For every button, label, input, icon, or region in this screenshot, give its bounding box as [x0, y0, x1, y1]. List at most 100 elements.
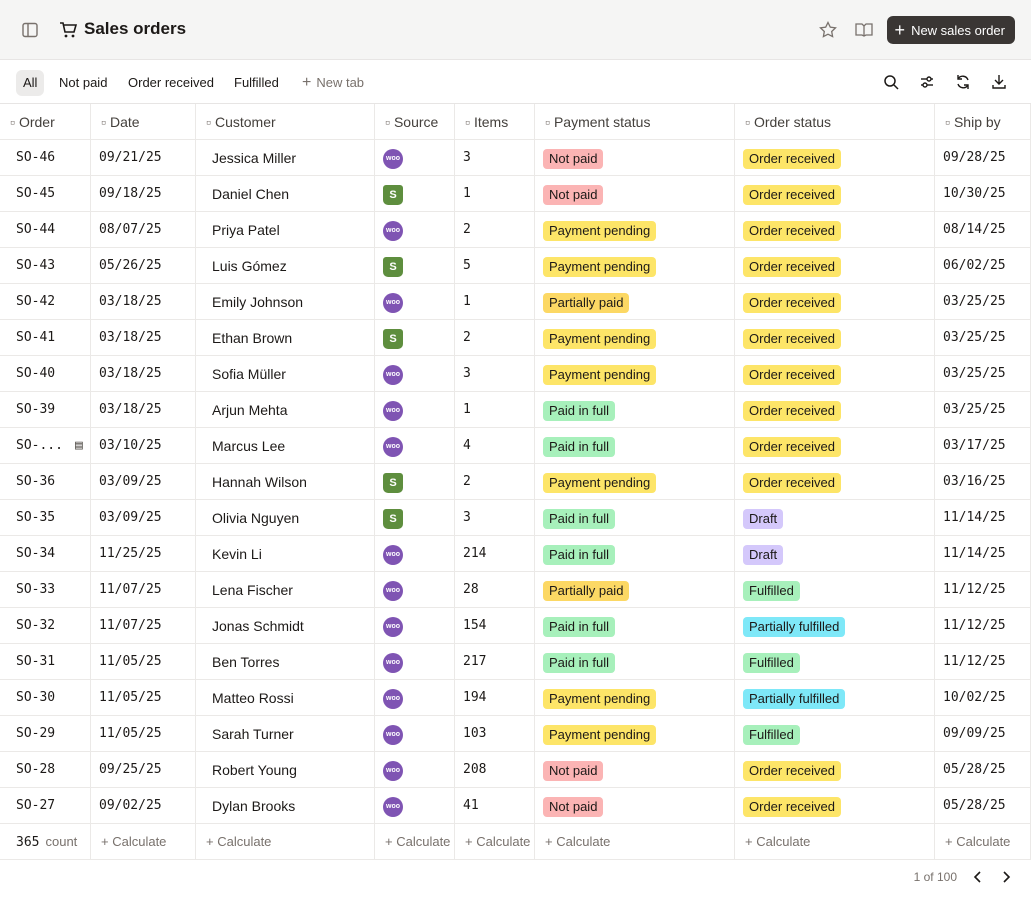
- table-cell: Marcus Lee: [196, 428, 375, 464]
- filter-button[interactable]: [919, 74, 935, 90]
- favorite-button[interactable]: [819, 21, 837, 39]
- table-cell: SO-27: [0, 788, 91, 824]
- column-header[interactable]: ▫ Ship by: [935, 104, 1031, 140]
- status-badge: Payment pending: [543, 329, 657, 350]
- table-cell: woo: [375, 140, 455, 176]
- table-cell: Not paid: [535, 752, 735, 788]
- sidebar-toggle[interactable]: [22, 22, 38, 38]
- column-header[interactable]: ▫ Payment status: [535, 104, 735, 140]
- calculate-label: Calculate: [217, 834, 272, 849]
- tab[interactable]: Not paid: [52, 70, 114, 96]
- status-badge: Order received: [743, 257, 841, 278]
- plus-icon: +: [745, 834, 757, 849]
- footer-cell[interactable]: + Calculate: [455, 824, 535, 860]
- cell-text: SO-27: [16, 798, 56, 813]
- cell-text: SO-46: [16, 150, 56, 165]
- cell-text: 3: [463, 510, 471, 525]
- status-badge: Not paid: [543, 149, 604, 170]
- table-cell: S: [375, 176, 455, 212]
- plus-icon: +: [385, 834, 397, 849]
- table-cell: Payment pending: [535, 248, 735, 284]
- footer-cell[interactable]: 365 count: [0, 824, 91, 860]
- plus-icon: +: [206, 834, 218, 849]
- tab[interactable]: + New tab: [295, 70, 371, 96]
- new-order-button[interactable]: + New sales order: [886, 16, 1015, 44]
- calculate-label: Calculate: [476, 834, 531, 849]
- column-header[interactable]: ▫ Order status: [735, 104, 935, 140]
- table-cell: 03/17/25: [935, 428, 1031, 464]
- table-cell: Payment pending: [535, 716, 735, 752]
- cell-text: 06/02/25: [943, 258, 1006, 273]
- cell-text: SO-39: [16, 402, 56, 417]
- table-cell: Order received: [735, 320, 935, 356]
- next-page[interactable]: [999, 870, 1013, 884]
- footer-cell[interactable]: + Calculate: [535, 824, 735, 860]
- table-cell: Partially fulfilled: [735, 680, 935, 716]
- column-header[interactable]: ▫ Order: [0, 104, 91, 140]
- table-cell: 2: [455, 320, 535, 356]
- docs-button[interactable]: [855, 21, 873, 39]
- cell-text: 03/18/25: [99, 366, 162, 381]
- download-button[interactable]: [991, 74, 1007, 90]
- column-header[interactable]: ▫ Source: [375, 104, 455, 140]
- cell-text: 03/16/25: [943, 474, 1006, 489]
- page-title: Sales orders: [84, 19, 187, 38]
- table-cell: SO-28: [0, 752, 91, 788]
- tab[interactable]: All: [16, 70, 45, 96]
- table-cell: woo: [375, 716, 455, 752]
- cell-text: 11/14/25: [943, 546, 1006, 561]
- source-icon: woo: [383, 797, 403, 818]
- cell-text: 154: [463, 618, 487, 633]
- tab[interactable]: Fulfilled: [227, 70, 286, 96]
- column-icon: ▫: [465, 114, 470, 130]
- table-cell: SO-33: [0, 572, 91, 608]
- table-cell: Not paid: [535, 140, 735, 176]
- cell-text: 05/28/25: [943, 762, 1006, 777]
- refresh-button[interactable]: [955, 74, 971, 90]
- table-cell: 03/09/25: [91, 464, 196, 500]
- table-cell: Partially paid: [535, 572, 735, 608]
- column-icon: ▫: [10, 114, 15, 130]
- column-icon: ▫: [101, 114, 106, 130]
- cell-text: 09/02/25: [99, 798, 162, 813]
- status-badge: Paid in full: [543, 653, 615, 674]
- table-cell: 214: [455, 536, 535, 572]
- status-badge: Fulfilled: [743, 653, 800, 674]
- column-header[interactable]: ▫ Date: [91, 104, 196, 140]
- cell-text: 09/09/25: [943, 726, 1006, 741]
- plus-icon: +: [465, 834, 477, 849]
- column-header[interactable]: ▫ Items: [455, 104, 535, 140]
- status-badge: Paid in full: [543, 545, 615, 566]
- footer-cell[interactable]: + Calculate: [91, 824, 196, 860]
- table-cell: 10/02/25: [935, 680, 1031, 716]
- footer-cell[interactable]: + Calculate: [935, 824, 1031, 860]
- footer-cell[interactable]: + Calculate: [375, 824, 455, 860]
- cell-text: 41: [463, 798, 479, 813]
- cell-text: 03/09/25: [99, 474, 162, 489]
- search-button[interactable]: [883, 74, 899, 90]
- column-title: Customer: [214, 114, 276, 130]
- footer-cell[interactable]: + Calculate: [196, 824, 375, 860]
- table-cell: woo: [375, 536, 455, 572]
- footer-cell[interactable]: + Calculate: [735, 824, 935, 860]
- cell-text: SO-33: [16, 582, 56, 597]
- column-title: Payment status: [553, 114, 651, 130]
- prev-page[interactable]: [971, 870, 985, 884]
- table-cell: Emily Johnson: [196, 284, 375, 320]
- cell-text: SO-35: [16, 510, 56, 525]
- table-cell: woo: [375, 428, 455, 464]
- status-badge: Order received: [743, 437, 841, 458]
- table-cell: woo: [375, 356, 455, 392]
- table-cell: 03/25/25: [935, 284, 1031, 320]
- table-cell: Hannah Wilson: [196, 464, 375, 500]
- tab[interactable]: Order received: [121, 70, 221, 96]
- customer-name: Kevin Li: [212, 546, 262, 562]
- table-cell: 2: [455, 464, 535, 500]
- column-header[interactable]: ▫ Customer: [196, 104, 375, 140]
- cell-text: 1: [463, 186, 471, 201]
- cell-text: SO-34: [16, 546, 56, 561]
- table-cell: SO-32: [0, 608, 91, 644]
- status-badge: Paid in full: [543, 509, 615, 530]
- source-icon: S: [383, 257, 403, 278]
- table-cell: woo: [375, 572, 455, 608]
